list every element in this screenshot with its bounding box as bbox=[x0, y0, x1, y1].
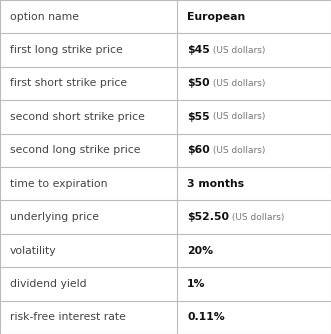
Text: 3 months: 3 months bbox=[187, 179, 244, 189]
Text: 1%: 1% bbox=[187, 279, 206, 289]
Text: $60: $60 bbox=[187, 145, 210, 155]
Text: 20%: 20% bbox=[187, 245, 213, 256]
Text: first short strike price: first short strike price bbox=[10, 78, 127, 89]
Text: first long strike price: first long strike price bbox=[10, 45, 123, 55]
Text: second long strike price: second long strike price bbox=[10, 145, 140, 155]
Text: risk-free interest rate: risk-free interest rate bbox=[10, 312, 126, 322]
Text: $50: $50 bbox=[187, 78, 210, 89]
Text: $52.50: $52.50 bbox=[187, 212, 229, 222]
Text: time to expiration: time to expiration bbox=[10, 179, 108, 189]
Text: $45: $45 bbox=[187, 45, 210, 55]
Text: (US dollars): (US dollars) bbox=[229, 213, 284, 221]
Text: (US dollars): (US dollars) bbox=[210, 146, 265, 155]
Text: (US dollars): (US dollars) bbox=[210, 79, 265, 88]
Text: European: European bbox=[187, 12, 245, 22]
Text: 0.11%: 0.11% bbox=[187, 312, 225, 322]
Text: option name: option name bbox=[10, 12, 79, 22]
Text: $55: $55 bbox=[187, 112, 210, 122]
Text: volatility: volatility bbox=[10, 245, 57, 256]
Text: (US dollars): (US dollars) bbox=[210, 113, 265, 121]
Text: underlying price: underlying price bbox=[10, 212, 99, 222]
Text: second short strike price: second short strike price bbox=[10, 112, 145, 122]
Text: dividend yield: dividend yield bbox=[10, 279, 86, 289]
Text: (US dollars): (US dollars) bbox=[210, 46, 265, 54]
